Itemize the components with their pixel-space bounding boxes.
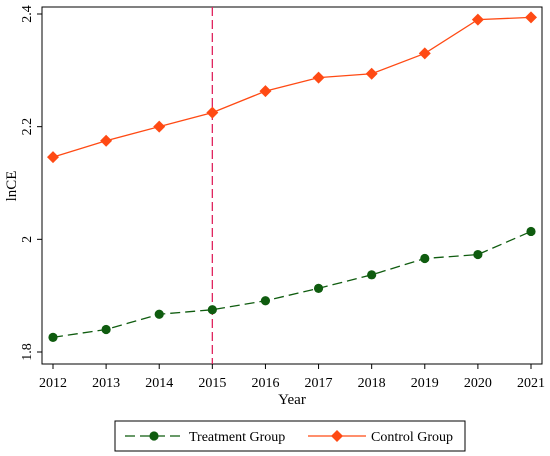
series-line-control [52,16,532,158]
x-tick-label: 2021 [517,376,545,391]
legend-marker-treatment [149,431,159,441]
legend-marker-control [331,430,343,442]
data-point-control [259,85,272,98]
legend-item-control: Control Group [308,430,453,445]
data-point-control [312,71,325,84]
data-point-treatment [154,309,164,319]
y-tick-label: 2.4 [20,5,35,23]
x-tick-label: 2013 [92,376,120,391]
data-point-control [525,11,537,24]
data-point-treatment [420,253,430,264]
y-tick-label: 2.2 [20,118,35,135]
y-tick-label: 1.8 [20,343,35,361]
x-tick-label: 2019 [411,376,439,391]
plot-frame [41,6,543,365]
series-line-treatment [52,230,532,338]
data-point-control [365,67,378,80]
x-tick-label: 2020 [464,376,492,391]
data-point-control [206,106,219,119]
legend-label-treatment: Treatment Group [189,430,285,445]
data-point-control [418,47,431,60]
data-point-treatment [367,270,377,280]
x-tick-label: 2018 [358,376,386,391]
data-point-treatment [101,324,111,335]
data-point-control [153,120,166,133]
data-point-treatment [207,305,217,315]
x-axis-title: Year [278,392,306,408]
data-point-treatment [473,249,483,260]
y-tick-label: 2 [20,236,35,243]
data-point-control [100,134,113,147]
data-point-control [471,13,484,26]
data-point-treatment [260,296,271,306]
x-tick-label: 2015 [198,376,226,391]
legend-item-treatment: Treatment Group [125,430,285,445]
data-point-treatment [313,283,324,293]
data-point-treatment [48,332,58,342]
x-tick-label: 2012 [39,376,67,391]
x-tick-label: 2017 [305,376,333,391]
legend: Treatment Group Control Group [114,420,466,452]
y-axis-title: lnCE [4,171,20,202]
x-tick-label: 2014 [145,376,173,391]
legend-label-control: Control Group [371,430,453,445]
x-tick-label: 2016 [251,376,279,391]
data-point-control [47,151,59,164]
plot-area: 1.8 2 2.2 2.4 2012 2013 2014 2015 2016 2017 2018 20… [20,5,545,391]
data-point-treatment [526,226,536,237]
